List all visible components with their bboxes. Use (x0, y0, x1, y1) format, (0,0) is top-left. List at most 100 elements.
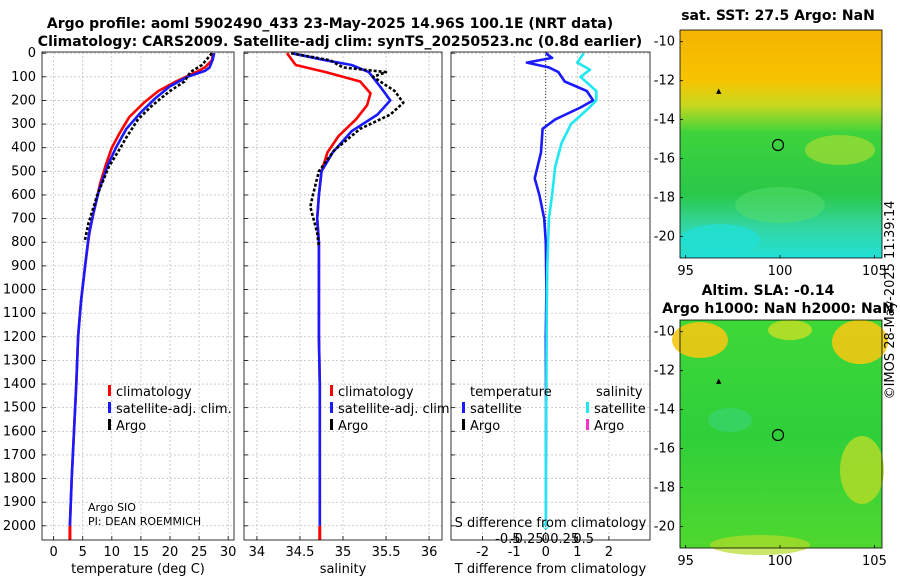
difference-panel: -2 -1 0 1 2 T difference from climatology temp… (450, 51, 651, 577)
depth-tick-label: 400 (11, 141, 36, 156)
salinity-xtick-label: 35 (335, 545, 352, 560)
island-marker-2: ▲ (716, 377, 722, 385)
difference-series-s-satellite (544, 52, 598, 526)
temperature-legend-swatch (108, 385, 111, 396)
depth-tick-label: 1400 (3, 377, 36, 392)
salinity-series-satellite-adj-clim- (291, 51, 392, 526)
sla-map-title-line2: Argo h1000: NaN h2000: NaN (662, 301, 894, 317)
depth-tick-label: 600 (11, 188, 36, 203)
sla-patch-cyan (708, 408, 752, 432)
sst-map-ticks: 95 100 105 -10 -12 -14 -16 -18 -20 (654, 35, 887, 279)
temperature-legend-label: climatology (116, 385, 192, 400)
salinity-frame (243, 51, 443, 541)
salinity-xtick-label: 34.5 (285, 545, 314, 560)
temperature-xtick-label: 20 (162, 545, 179, 560)
depth-tick-label: 1600 (3, 424, 36, 439)
map-lon-label: 95 (677, 264, 694, 279)
depth-tick-label: 0 (28, 46, 36, 61)
island-marker: ▲ (716, 87, 722, 95)
map-lat-label: -14 (654, 113, 675, 128)
map-lon-label: 105 (862, 264, 887, 279)
depth-tick-label: 300 (11, 117, 36, 132)
legend-s-label: satellite (594, 402, 646, 417)
depth-tick-label: 700 (11, 212, 36, 227)
difference-plot-area (451, 52, 650, 540)
map-lat-label: -12 (654, 364, 675, 379)
salinity-xtick-label: 35.5 (372, 545, 401, 560)
temperature-series-satellite-adj-clim- (68, 52, 216, 526)
temperature-frame (41, 51, 235, 541)
sdiff-tick-label: -0.25 (510, 532, 544, 547)
map-lon-label: 100 (768, 264, 793, 279)
sst-patch-yellow (805, 135, 875, 165)
difference-xtick-label: -2 (476, 545, 489, 560)
depth-tick-label: 100 (11, 70, 36, 85)
depth-tick-label: 900 (11, 259, 36, 274)
temperature-plot-area (42, 52, 234, 540)
float-position-marker-2 (771, 428, 785, 442)
map-lat-label: -16 (654, 152, 675, 167)
figure-title-line1: Argo profile: aoml 5902490_433 23-May-20… (47, 16, 613, 32)
map-lat-label: -10 (654, 325, 675, 340)
depth-tick-label: 800 (11, 235, 36, 250)
salinity-legend-label: Argo (338, 419, 368, 434)
sla-patch-yellow-2 (832, 320, 888, 364)
sla-map-frame (679, 319, 883, 549)
depth-tick-label: 1300 (3, 353, 36, 368)
depth-tick-label: 1100 (3, 306, 36, 321)
temperature-legend-label: satellite-adj. clim. (116, 402, 232, 417)
temperature-xtick-label: 25 (191, 545, 208, 560)
float-pi: PI: DEAN ROEMMICH (88, 515, 201, 528)
sst-map-title: sat. SST: 27.5 Argo: NaN (681, 8, 875, 24)
temperature-xtick-label: 0 (49, 545, 57, 560)
legend-t-label: Argo (470, 419, 500, 434)
legend-s-label: Argo (594, 419, 624, 434)
sla-map-ticks: 95 100 105 -10 -12 -14 -16 -18 -20 (654, 325, 887, 569)
legend-salinity-title: salinity (596, 385, 643, 400)
temperature-panel: 0100200300400500600700800900100011001200… (3, 46, 237, 577)
map-lat-label: -16 (654, 442, 675, 457)
salinity-legend-label: satellite-adj. clim. (338, 402, 454, 417)
depth-tick-label: 500 (11, 164, 36, 179)
difference-xtick-label: 2 (605, 545, 613, 560)
salinity-xlabel: salinity (320, 562, 367, 577)
sdiff-tick-label: 0 (542, 532, 550, 547)
map-lat-label: -20 (654, 230, 675, 245)
float-owner: Argo SIO (88, 501, 136, 514)
map-lat-label: -12 (654, 74, 675, 89)
temperature-legend-swatch (108, 402, 111, 413)
sla-map: ▲ 95 100 105 -10 -12 -14 -16 -18 -20 (654, 319, 888, 569)
salinity-legend-swatch (330, 402, 333, 413)
map-lat-label: -18 (654, 191, 675, 206)
depth-tick-label: 1800 (3, 472, 36, 487)
difference-xtick-label: 1 (573, 545, 581, 560)
legend-t-swatch (462, 419, 465, 430)
sla-patch-yellow-4 (840, 436, 884, 504)
sst-patch-cyan (680, 224, 760, 256)
depth-tick-label: 200 (11, 93, 36, 108)
sdiff-tick-label: -0.5 (495, 532, 520, 547)
figure-title-line2: Climatology: CARS2009. Satellite-adj cli… (38, 34, 642, 50)
sdiff-tick-label: 0.25 (550, 532, 579, 547)
sst-patch-lightgreen (735, 187, 825, 223)
difference-frame (450, 51, 651, 541)
sst-map: ▲ 95 100 105 -10 -12 -14 -16 -18 -20 (654, 29, 887, 279)
depth-tick-label: 1000 (3, 283, 36, 298)
map-lon-label: 95 (677, 554, 694, 569)
salinity-legend-label: climatology (338, 385, 414, 400)
map-lat-label: -10 (654, 35, 675, 50)
map-lat-label: -18 (654, 481, 675, 496)
difference-bottom-marker (542, 522, 549, 530)
sdiff-tick-label: 0.5 (573, 532, 594, 547)
depth-tick-label: 1500 (3, 401, 36, 416)
depth-tick-label: 1900 (3, 495, 36, 510)
depth-tick-label: 1200 (3, 330, 36, 345)
legend-temperature-title: temperature (470, 385, 552, 400)
temperature-xlabel: temperature (deg C) (71, 562, 205, 577)
sla-patch-yellow-5 (710, 535, 810, 555)
temperature-xtick-label: 30 (220, 545, 237, 560)
legend-t-label: satellite (470, 402, 522, 417)
temperature-series-argo (83, 52, 213, 243)
map-lon-label: 100 (768, 554, 793, 569)
